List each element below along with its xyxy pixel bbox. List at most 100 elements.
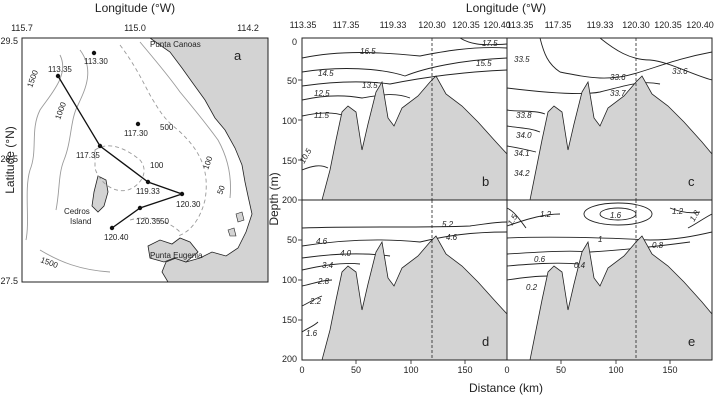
isobath-lines bbox=[25, 41, 231, 273]
station-label: 119.33 bbox=[136, 187, 160, 196]
panel-letter-b: b bbox=[482, 174, 489, 189]
map-lat-tick: 28.5 bbox=[0, 154, 18, 164]
station-tick: 120.30 bbox=[622, 20, 650, 30]
isobath-label: 50 bbox=[215, 184, 227, 196]
transect-line bbox=[57, 75, 185, 229]
depth-tick: 150 bbox=[282, 315, 297, 325]
contour-label: 4.6 bbox=[316, 237, 328, 246]
panel-letter-e: e bbox=[688, 334, 695, 349]
depth-axis-title: Depth (m) bbox=[267, 172, 281, 225]
station-marker bbox=[109, 225, 115, 231]
contour-label: 10.5 bbox=[298, 147, 314, 165]
distance-tick: 100 bbox=[608, 365, 623, 375]
station-tick: 113.35 bbox=[507, 20, 534, 30]
station-tick: 113.35 bbox=[290, 20, 317, 30]
distance-tick: 150 bbox=[662, 365, 677, 375]
isobath-label: 1000 bbox=[53, 100, 68, 120]
bottom-topography-c bbox=[507, 75, 712, 200]
depth-tick: 200 bbox=[282, 195, 297, 205]
station-label: 113.35 bbox=[48, 65, 72, 74]
station-tick: 119.33 bbox=[380, 20, 407, 30]
contour-label: 34.1 bbox=[514, 149, 530, 158]
isobath-label: 500 bbox=[160, 123, 174, 132]
station-tick: 120.40 bbox=[483, 20, 511, 30]
station-marker bbox=[55, 73, 61, 79]
contours-d bbox=[302, 221, 507, 333]
place-cedros-line2: Island bbox=[70, 217, 91, 226]
place-cedros-line1: Cedros bbox=[64, 207, 90, 216]
bottom-topography-d bbox=[302, 235, 507, 360]
isobath-label: 1500 bbox=[25, 68, 40, 88]
station-tick: 120.40 bbox=[686, 20, 714, 30]
station-tick: 120.30 bbox=[418, 20, 446, 30]
contour-label: 3.4 bbox=[322, 261, 334, 270]
depth-tick: 50 bbox=[287, 76, 297, 86]
distance-tick: 50 bbox=[351, 365, 361, 375]
map-longitude-title: Longitude (°W) bbox=[95, 1, 175, 15]
contour-label: 14.5 bbox=[318, 69, 334, 78]
isobath-label: 50 bbox=[160, 217, 169, 226]
station-tick: 117.35 bbox=[545, 20, 572, 30]
distance-tick: 0 bbox=[504, 365, 509, 375]
panel-b-temperature: 16.5 17.5 14.5 15.5 13.5 12.5 11.5 10.5 … bbox=[298, 37, 508, 201]
station-label: 120.40 bbox=[104, 233, 129, 242]
contour-label: 0.2 bbox=[526, 283, 538, 292]
depth-tick: 200 bbox=[282, 354, 297, 364]
isobath-label: 1500 bbox=[39, 255, 59, 270]
station-tick: 120.35 bbox=[654, 20, 682, 30]
baja-california-landmass bbox=[149, 38, 268, 282]
contour-label: 0.4 bbox=[574, 261, 586, 270]
section-axes: Longitude (°W) 113.35 117.35 119.33 120.… bbox=[267, 1, 714, 395]
contour-label: 1.6 bbox=[306, 329, 318, 338]
contour-label: 0.6 bbox=[534, 255, 546, 264]
depth-tick: 100 bbox=[282, 275, 297, 285]
station-label: 113.30 bbox=[84, 57, 108, 66]
contour-label: 13.5 bbox=[362, 81, 378, 90]
contour-label: 33.7 bbox=[610, 89, 626, 98]
distance-tick: 150 bbox=[457, 365, 472, 375]
panel-e-section: 1.2 1.6 1.2 1.8 1.5 1 0.8 0.6 0.4 0.2 e bbox=[506, 199, 713, 361]
contour-label: 33.5 bbox=[514, 55, 530, 64]
depth-tick: 150 bbox=[282, 156, 297, 166]
contour-label: 1.6 bbox=[610, 211, 622, 220]
contour-label: 34.2 bbox=[514, 169, 530, 178]
contour-label: 33.6 bbox=[610, 73, 626, 82]
isobath-label: 100 bbox=[201, 155, 214, 171]
contour-label: 34.0 bbox=[516, 131, 532, 140]
station-tick: 117.35 bbox=[333, 20, 360, 30]
station-label: 120.35 bbox=[136, 217, 161, 226]
contour-label: 2.8 bbox=[317, 277, 330, 286]
panel-letter-d: d bbox=[482, 334, 489, 349]
station-marker bbox=[97, 143, 103, 149]
distance-axis-title: Distance (km) bbox=[469, 381, 543, 395]
distance-tick: 50 bbox=[556, 365, 566, 375]
contour-label: 33.6 bbox=[672, 67, 688, 76]
contour-label: 15.5 bbox=[476, 59, 492, 68]
contour-label: 0.8 bbox=[652, 241, 664, 250]
map-lat-tick: 29.5 bbox=[0, 36, 18, 46]
station-marker bbox=[135, 121, 141, 127]
map-latitude-title: Latitude (°N) bbox=[3, 126, 17, 194]
station-marker bbox=[179, 191, 185, 197]
contour-label: 17.5 bbox=[482, 39, 498, 48]
bottom-topography-b bbox=[302, 75, 507, 200]
panel-d-section: 5.2 4.6 4.6 4.0 3.4 2.8 2.2 1.6 d bbox=[301, 199, 508, 361]
panel-c-salinity: 33.5 33.6 33.6 33.7 33.8 34.0 34.1 34.2 … bbox=[506, 37, 713, 201]
contour-label: 5.2 bbox=[442, 220, 454, 229]
map-lon-tick: 115.7 bbox=[11, 23, 33, 33]
depth-tick: 0 bbox=[292, 37, 297, 47]
depth-tick: 50 bbox=[287, 235, 297, 245]
contour-label: 1 bbox=[598, 235, 602, 244]
distance-tick: 100 bbox=[403, 365, 418, 375]
station-label: 117.35 bbox=[76, 151, 100, 160]
place-punta-canoas: Punta Canoas bbox=[150, 40, 201, 49]
contour-label: 2.2 bbox=[309, 297, 322, 306]
panel-frame-e bbox=[506, 199, 713, 361]
sections-longitude-title: Longitude (°W) bbox=[466, 1, 546, 15]
small-islands bbox=[227, 211, 245, 237]
panel-letter-c: c bbox=[688, 174, 695, 189]
depth-tick: 100 bbox=[282, 116, 297, 126]
contour-label: 12.5 bbox=[314, 89, 330, 98]
panel-letter-a: a bbox=[234, 48, 242, 63]
